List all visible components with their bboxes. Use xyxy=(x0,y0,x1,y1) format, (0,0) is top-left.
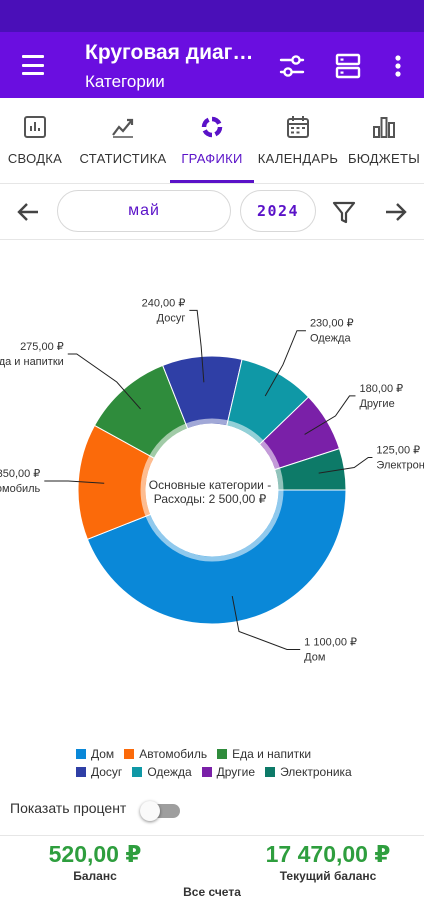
menu-icon[interactable] xyxy=(14,50,52,80)
legend-swatch xyxy=(217,749,228,759)
legend-label: Другие xyxy=(216,765,256,779)
slice-leader-line xyxy=(231,595,301,650)
slice-name-label: Еда и напитки xyxy=(0,356,64,368)
show-percent-label: Показать процент xyxy=(10,800,127,816)
slice-name-label: Электроника xyxy=(376,459,424,471)
legend-item[interactable]: Одежда xyxy=(132,765,192,779)
more-vert-icon[interactable] xyxy=(382,50,414,82)
tab-statistics[interactable]: СТАТИСТИКА xyxy=(76,98,170,184)
donut-center-ring xyxy=(140,418,284,562)
slice-value-label: 1 100,00 ₽ xyxy=(304,636,357,648)
legend-item[interactable]: Досуг xyxy=(76,765,122,779)
slice-name-label: Дом xyxy=(304,651,325,663)
balance-amount: 520,00 ₽ xyxy=(48,841,142,867)
tab-label: БЮДЖЕТЫ xyxy=(347,151,421,166)
slice-name-label: Одежда xyxy=(310,333,352,345)
slice-leader-line xyxy=(67,353,141,410)
legend-item[interactable]: Электроника xyxy=(265,765,352,779)
legend-swatch xyxy=(132,767,143,777)
slice-value-label: 230,00 ₽ xyxy=(310,318,354,330)
slice-value-label: 275,00 ₽ xyxy=(20,341,64,353)
page-subtitle: Категории xyxy=(85,72,165,91)
legend-swatch xyxy=(76,767,86,777)
page-title: Круговая диаграмма xyxy=(85,41,265,64)
balance-label: Баланс xyxy=(73,869,117,883)
sliders-icon[interactable] xyxy=(276,50,308,82)
slice-name-label: Автомобиль xyxy=(0,483,41,495)
tab-label: СВОДКА xyxy=(7,151,63,166)
month-selector[interactable]: май xyxy=(57,190,231,232)
bar-chart-icon xyxy=(373,117,395,138)
slice-leader-line xyxy=(304,395,356,435)
donut-center xyxy=(146,424,278,556)
arrow-right-icon[interactable] xyxy=(380,196,412,228)
filter-icon[interactable] xyxy=(328,196,360,228)
slice-leader-line xyxy=(189,309,205,383)
legend-swatch xyxy=(76,749,86,759)
tab-bar: СВОДКА СТАТИСТИКА ГРАФИКИ КАЛЕНДАРЬ xyxy=(0,98,424,184)
trend-icon xyxy=(112,118,134,138)
year-selector[interactable]: 2024 xyxy=(240,190,316,232)
legend-label: Досуг xyxy=(91,765,123,779)
slice-value-label: 350,00 ₽ xyxy=(0,468,40,480)
slice-leader-line xyxy=(44,480,105,484)
all-accounts-label[interactable]: Все счета xyxy=(183,885,241,899)
legend-swatch xyxy=(201,767,212,777)
legend-item[interactable]: Дом xyxy=(76,747,114,761)
slice-leader-line xyxy=(318,456,373,474)
app-bar: Круговая диаграмма Категории xyxy=(0,32,424,98)
current-balance-label: Текущий баланс xyxy=(279,869,377,883)
legend-item[interactable]: Другие xyxy=(201,765,256,779)
chart-legend: Дом Автомобиль Еда и напитки Досуг Одежд… xyxy=(76,745,376,781)
legend-label: Автомобиль xyxy=(139,747,208,761)
tab-budgets[interactable]: БЮДЖЕТЫ xyxy=(346,98,422,184)
tab-label: ГРАФИКИ xyxy=(181,151,243,166)
arrow-left-icon[interactable] xyxy=(12,196,44,228)
active-tab-indicator xyxy=(170,180,254,183)
tab-label: КАЛЕНДАРЬ xyxy=(257,151,339,166)
tab-calendar[interactable]: КАЛЕНДАРЬ xyxy=(254,98,342,184)
legend-item[interactable]: Автомобиль xyxy=(124,747,207,761)
period-selector: май 2024 xyxy=(0,184,424,240)
legend-label: Электроника xyxy=(280,765,352,779)
tab-label: СТАТИСТИКА xyxy=(79,151,167,166)
legend-swatch xyxy=(265,767,276,777)
balance-footer: 520,00 ₽ Баланс 17 470,00 ₽ Текущий бала… xyxy=(0,835,424,900)
slice-value-label: 240,00 ₽ xyxy=(142,297,186,309)
storage-icon[interactable] xyxy=(332,50,364,82)
tab-charts[interactable]: ГРАФИКИ xyxy=(170,98,254,184)
pie-chart: 1 100,00 ₽ Дом 350,00 ₽ Автомобиль 275,00 ₽ Е… xyxy=(0,297,424,663)
slice-leader-line xyxy=(264,330,306,397)
slice-name-label: Другие xyxy=(359,398,394,410)
center-label-line2: Расходы: 2 500,00 ₽ xyxy=(154,492,267,506)
status-bar xyxy=(0,0,424,32)
slice-value-label: 125,00 ₽ xyxy=(376,444,420,456)
slice-value-label: 180,00 ₽ xyxy=(359,383,403,395)
slice-name-label: Досуг xyxy=(157,312,186,324)
legend-item[interactable]: Еда и напитки xyxy=(217,747,311,761)
center-label-line1: Основные категории - xyxy=(149,478,271,492)
summary-icon xyxy=(24,116,46,138)
tab-summary[interactable]: СВОДКА xyxy=(0,98,70,184)
current-balance-amount: 17 470,00 ₽ xyxy=(265,841,391,867)
show-percent-switch[interactable] xyxy=(140,801,180,821)
donut-icon xyxy=(201,116,223,138)
legend-label: Одежда xyxy=(147,765,192,779)
legend-swatch xyxy=(124,749,135,759)
calendar-icon xyxy=(287,116,309,138)
legend-label: Еда и напитки xyxy=(232,747,312,761)
legend-label: Дом xyxy=(91,747,115,761)
switch-knob xyxy=(140,801,160,821)
